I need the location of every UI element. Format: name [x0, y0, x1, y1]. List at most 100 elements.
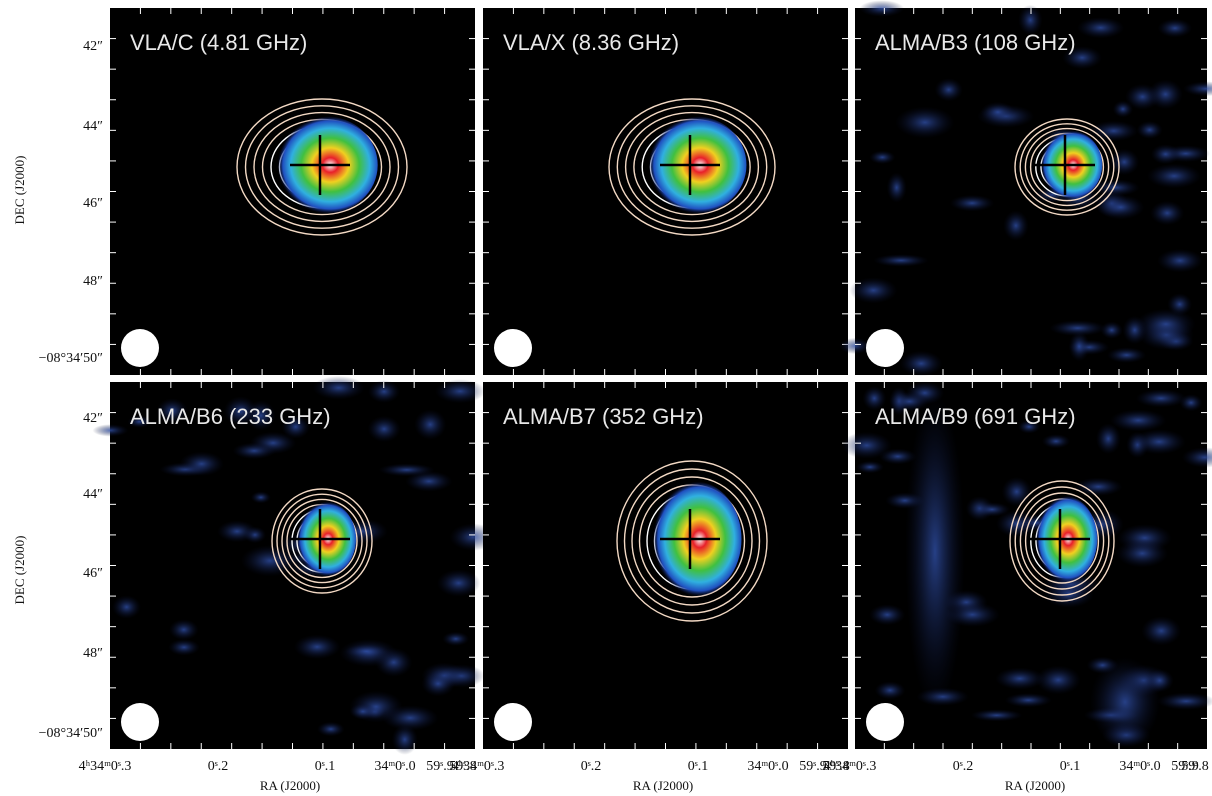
y-tick-label: 42″ [83, 411, 103, 426]
contour [1019, 123, 1115, 211]
noise-blob [168, 638, 200, 656]
noise-blob [949, 194, 995, 212]
y-tick-label: 46″ [83, 566, 103, 581]
y-tick-label: 44″ [83, 487, 103, 502]
x-tick-label: 59ˢ.8 [1181, 759, 1208, 774]
noise-blob [1109, 148, 1140, 176]
contour [616, 105, 768, 229]
y-tick-label: −08°34′50″ [39, 726, 104, 741]
noise-blob [874, 681, 906, 700]
noise-blob [179, 451, 224, 477]
noise-blob [250, 491, 271, 504]
noise-blob [436, 569, 481, 597]
noise-blob [1100, 321, 1123, 339]
y-axis-title: DEC (J2000) [12, 536, 27, 605]
y-axis-title: DEC (J2000) [12, 156, 27, 225]
noise-blob [1095, 423, 1121, 455]
panel: ALMA/B6 (233 GHz) [92, 375, 497, 755]
noise-blob [92, 424, 129, 437]
noise-blob [156, 398, 188, 424]
noise-blob [1141, 616, 1182, 646]
panel-label: ALMA/B9 (691 GHz) [875, 404, 1076, 429]
beam [866, 329, 904, 367]
noise-blob [112, 595, 142, 619]
contour [623, 468, 761, 614]
x-tick-label: 0ˢ.1 [688, 759, 708, 774]
emission [1090, 657, 1160, 747]
contour [616, 460, 768, 622]
noise-blob [1157, 18, 1193, 38]
noise-blob [405, 470, 453, 492]
contour [271, 488, 373, 594]
noise-blob [349, 703, 377, 720]
x-axis-title: RA (J2000) [1005, 778, 1065, 793]
x-tick-label: 0ˢ.1 [315, 759, 335, 774]
noise-blob [1089, 120, 1139, 142]
noise-blob [1146, 163, 1202, 189]
noise-blob [1077, 17, 1125, 39]
noise-blob [1068, 331, 1090, 362]
noise-blob [1135, 389, 1187, 408]
noise-blob [886, 172, 907, 203]
noise-blob [293, 634, 341, 660]
x-tick-label: 59ˢ.9 [1171, 759, 1198, 774]
noise-blob [344, 644, 389, 659]
x-tick-label: 34ᵐ0ˢ.0 [747, 759, 788, 774]
contour [281, 498, 363, 584]
panel-label: VLA/X (8.36 GHz) [503, 30, 679, 55]
noise-blob [995, 667, 1045, 690]
contour [1009, 480, 1115, 602]
noise-blob [1157, 248, 1203, 273]
noise-blob [879, 448, 917, 465]
noise-blob [859, 0, 905, 17]
noise-blob [873, 254, 929, 267]
panel-label: VLA/C (4.81 GHz) [130, 30, 307, 55]
noise-blob [1106, 347, 1147, 363]
noise-blob [1004, 692, 1052, 708]
noise-blob [168, 619, 199, 641]
noise-blob [317, 721, 345, 737]
panel: VLA/C (4.81 GHz) [110, 8, 475, 375]
noise-blob [841, 431, 892, 459]
x-tick-label: 34ᵐ0ˢ.0 [374, 759, 415, 774]
x-tick-label: 59ˢ.9 [426, 759, 453, 774]
contour [1014, 486, 1110, 596]
beam [494, 703, 532, 741]
noise-blob [1116, 539, 1169, 568]
beam [121, 703, 159, 741]
x-tick-label: 59ˢ.8 [822, 759, 849, 774]
noise-blob [368, 380, 401, 403]
noise-blob [862, 385, 887, 411]
contour [276, 493, 368, 589]
noise-blob [1181, 447, 1212, 468]
noise-blob [232, 442, 276, 460]
contour [244, 105, 400, 229]
contour [253, 111, 391, 223]
emission [905, 392, 965, 712]
noise-blob [839, 337, 871, 355]
noise-blob [1150, 200, 1185, 226]
panel-label: ALMA/B6 (233 GHz) [130, 404, 331, 429]
panel: VLA/X (8.36 GHz) [483, 8, 848, 375]
x-tick-label: 4ʰ34ᵐ0ˢ.3 [79, 759, 132, 774]
noise-blob [970, 709, 1023, 722]
noise-blob [1041, 434, 1071, 449]
noise-blob [367, 415, 401, 443]
x-tick-label: 34ᵐ0ˢ.0 [1119, 759, 1160, 774]
beam [866, 703, 904, 741]
noise-blob [223, 396, 258, 426]
x-tick-label: 0ˢ.1 [1060, 759, 1080, 774]
x-tick-label: 59ˢ.8 [449, 759, 476, 774]
noise-blob [414, 409, 447, 440]
noise-blob [434, 379, 486, 404]
noise-blob [1112, 100, 1134, 118]
y-tick-label: 48″ [83, 646, 103, 661]
panel: ALMA/B9 (691 GHz) [841, 381, 1212, 749]
noise-blob [1136, 120, 1163, 139]
x-tick-label: 4ʰ34ᵐ0ˢ.3 [452, 759, 505, 774]
panel: ALMA/B7 (352 GHz) [483, 382, 848, 749]
panel-label: ALMA/B3 (108 GHz) [875, 30, 1076, 55]
contour [1014, 118, 1120, 216]
noise-blob [889, 391, 930, 412]
contour [1019, 492, 1105, 590]
